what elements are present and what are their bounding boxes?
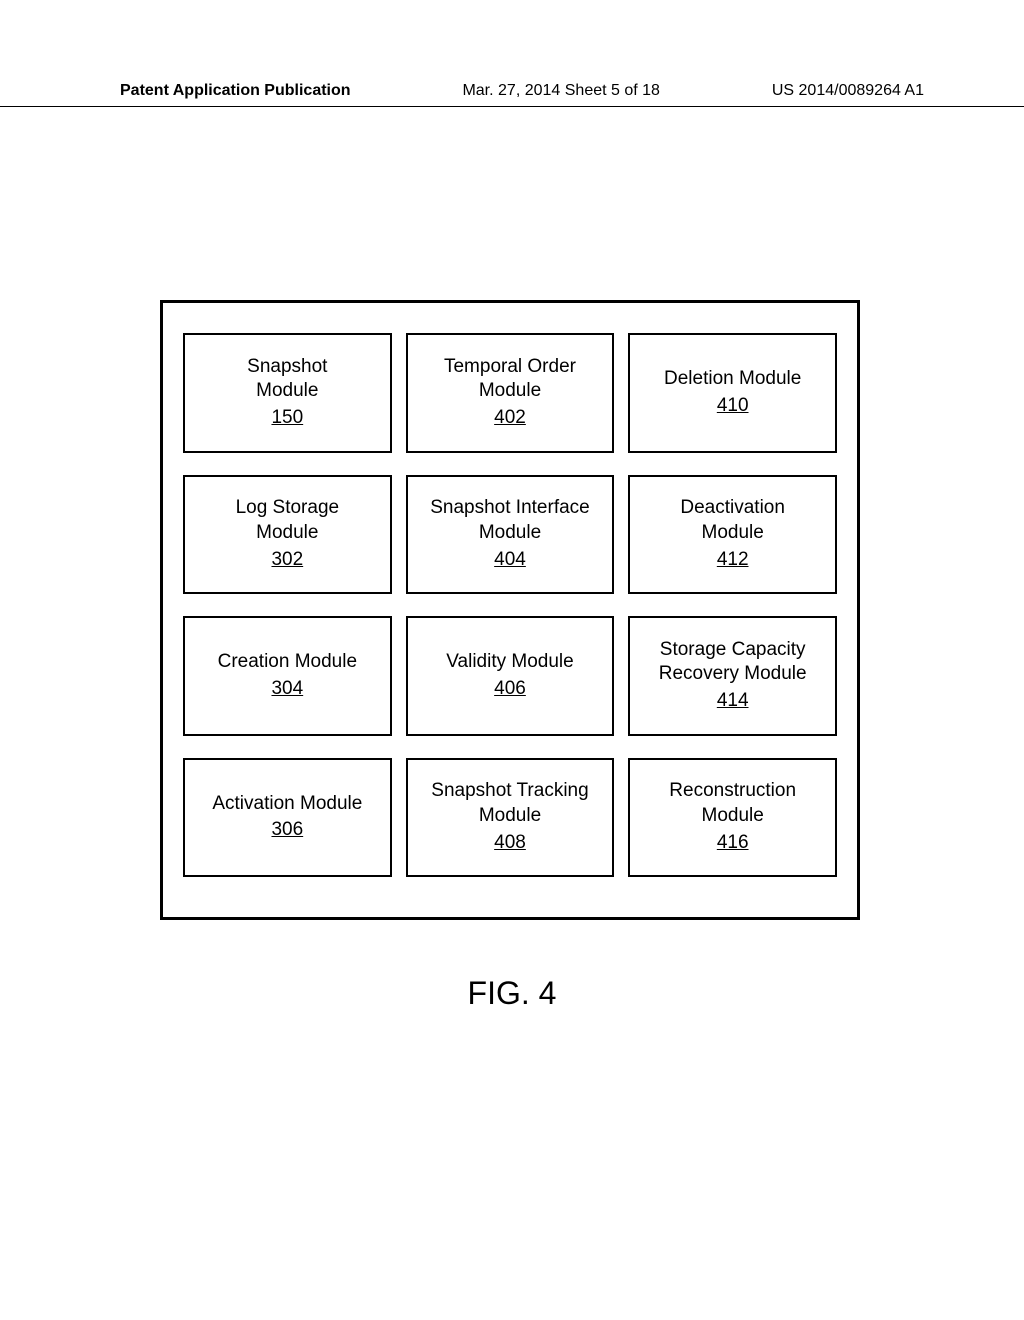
module-creation: Creation Module 304 [183,616,392,736]
module-label-line1: Snapshot Interface [430,496,590,521]
header-patent-number: US 2014/0089264 A1 [772,82,924,100]
module-log-storage: Log Storage Module 302 [183,475,392,595]
module-ref: 416 [717,831,749,856]
module-temporal-order: Temporal Order Module 402 [406,333,615,453]
module-snapshot: Snapshot Module 150 [183,333,392,453]
module-storage-capacity-recovery: Storage Capacity Recovery Module 414 [628,616,837,736]
module-activation: Activation Module 306 [183,758,392,878]
module-ref: 306 [271,818,303,843]
module-ref: 404 [494,548,526,573]
module-label-line1: Creation Module [218,650,357,675]
module-ref: 150 [271,406,303,431]
module-ref: 412 [717,548,749,573]
patent-header: Patent Application Publication Mar. 27, … [0,82,1024,107]
module-label-line1: Log Storage [236,496,340,521]
module-label-line1: Deletion Module [664,367,801,392]
module-ref: 302 [271,548,303,573]
module-label-line2: Module [256,379,318,404]
module-deactivation: Deactivation Module 412 [628,475,837,595]
module-diagram-container: Snapshot Module 150 Temporal Order Modul… [160,300,860,920]
module-label-line1: Activation Module [212,792,362,817]
module-reconstruction: Reconstruction Module 416 [628,758,837,878]
module-label-line2: Recovery Module [659,662,807,687]
figure-label: FIG. 4 [0,975,1024,1012]
header-date-sheet: Mar. 27, 2014 Sheet 5 of 18 [462,82,659,100]
module-label-line1: Snapshot Tracking [431,779,588,804]
module-label-line2: Module [479,379,541,404]
module-label-line1: Validity Module [446,650,573,675]
module-label-line1: Reconstruction [669,779,796,804]
module-label-line1: Deactivation [680,496,785,521]
module-snapshot-tracking: Snapshot Tracking Module 408 [406,758,615,878]
module-ref: 304 [271,677,303,702]
module-validity: Validity Module 406 [406,616,615,736]
module-label-line1: Temporal Order [444,355,576,380]
module-label-line2: Module [256,521,318,546]
module-label-line1: Storage Capacity [660,638,806,663]
module-ref: 406 [494,677,526,702]
module-deletion: Deletion Module 410 [628,333,837,453]
module-ref: 410 [717,394,749,419]
module-label-line2: Module [479,521,541,546]
module-label-line2: Module [702,804,764,829]
module-snapshot-interface: Snapshot Interface Module 404 [406,475,615,595]
module-label-line1: Snapshot [247,355,327,380]
module-ref: 402 [494,406,526,431]
module-ref: 408 [494,831,526,856]
module-label-line2: Module [702,521,764,546]
header-publication: Patent Application Publication [120,82,351,100]
module-ref: 414 [717,689,749,714]
module-label-line2: Module [479,804,541,829]
